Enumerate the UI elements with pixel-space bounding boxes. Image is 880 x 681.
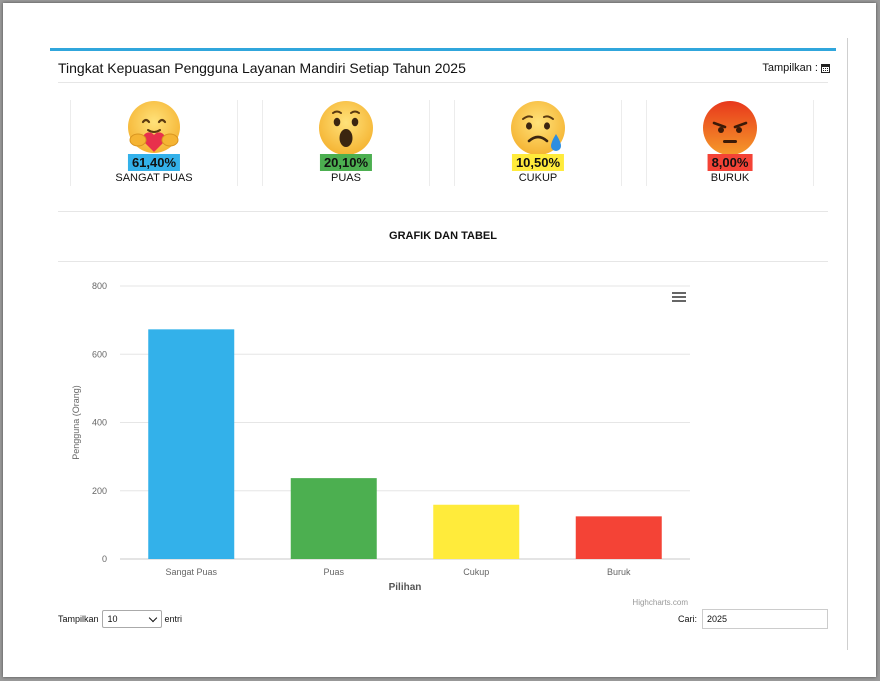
stat-label: PUAS xyxy=(331,172,361,184)
stat-label: BURUK xyxy=(710,172,750,184)
stat-percent: 61,40% xyxy=(127,154,181,171)
x-tick-label: Buruk xyxy=(607,567,631,577)
stat-cukup: 10,50% CUKUP xyxy=(454,100,622,186)
x-tick-label: Puas xyxy=(323,567,344,577)
y-tick-label: 400 xyxy=(92,418,107,428)
y-tick-label: 600 xyxy=(92,349,107,359)
divider xyxy=(58,261,828,262)
menu-line xyxy=(672,300,686,302)
stat-label: CUKUP xyxy=(518,172,558,184)
search-input[interactable]: 2025 xyxy=(702,609,828,629)
table-search-control: Cari: 2025 xyxy=(678,609,828,629)
menu-line xyxy=(672,296,686,298)
y-tick-label: 800 xyxy=(92,281,107,291)
calendar-icon[interactable] xyxy=(821,63,830,73)
y-tick-label: 0 xyxy=(102,554,107,564)
section-title: GRAFIK DAN TABEL xyxy=(389,230,497,242)
highcharts-credit: Highcharts.com xyxy=(632,598,688,607)
chevron-down-icon xyxy=(148,613,157,622)
x-tick-label: Cukup xyxy=(463,567,489,577)
vertical-divider xyxy=(847,38,848,650)
wow-emoji-icon xyxy=(319,101,373,155)
x-axis-title: Pilihan xyxy=(389,582,422,593)
satisfaction-panel: Tingkat Kepuasan Pengguna Layanan Mandir… xyxy=(50,48,836,658)
stat-label: SANGAT PUAS xyxy=(115,172,193,184)
divider xyxy=(58,211,828,212)
sad-emoji-icon xyxy=(511,101,565,155)
show-filter-button[interactable]: Tampilkan : xyxy=(762,62,830,74)
y-tick-label: 200 xyxy=(92,486,107,496)
panel-accent-bar xyxy=(50,48,836,51)
page: Tingkat Kepuasan Pengguna Layanan Mandir… xyxy=(3,3,876,677)
bar-chart: 0 200 400 600 800 Sangat Puas Puas Cukup Buruk Pi… xyxy=(71,281,690,607)
stat-percent: 10,50% xyxy=(511,154,565,171)
stat-puas: 20,10% PUAS xyxy=(262,100,430,186)
divider xyxy=(58,82,828,83)
length-prefix: Tampilkan xyxy=(58,614,99,624)
stat-sangat-puas: 61,40% SANGAT PUAS xyxy=(70,100,238,186)
angry-emoji-icon xyxy=(703,101,757,155)
stat-percent: 20,10% xyxy=(319,154,373,171)
entries-value: 10 xyxy=(107,614,118,624)
care-emoji-icon xyxy=(128,101,180,153)
search-label: Cari: xyxy=(677,614,697,624)
length-suffix: entri xyxy=(164,614,183,624)
bar-cukup xyxy=(433,504,520,559)
table-length-control: Tampilkan 10 entri xyxy=(58,610,182,628)
stat-percent: 8,00% xyxy=(707,154,753,171)
hamburger-menu-icon[interactable] xyxy=(672,292,686,302)
x-tick-label: Sangat Puas xyxy=(165,567,217,577)
menu-line xyxy=(672,292,686,294)
entries-select[interactable]: 10 xyxy=(101,610,162,628)
bar-buruk xyxy=(575,516,662,559)
stats-row: 61,40% SANGAT PUAS xyxy=(70,100,816,188)
bar-sangat-puas xyxy=(148,329,235,559)
search-value: 2025 xyxy=(707,614,728,624)
show-label: Tampilkan : xyxy=(762,62,818,74)
stat-buruk: 8,00% BURUK xyxy=(646,100,814,186)
panel-title: Tingkat Kepuasan Pengguna Layanan Mandir… xyxy=(58,60,466,76)
bar-puas xyxy=(290,478,377,559)
y-axis-title: Pengguna (Orang) xyxy=(71,385,81,460)
